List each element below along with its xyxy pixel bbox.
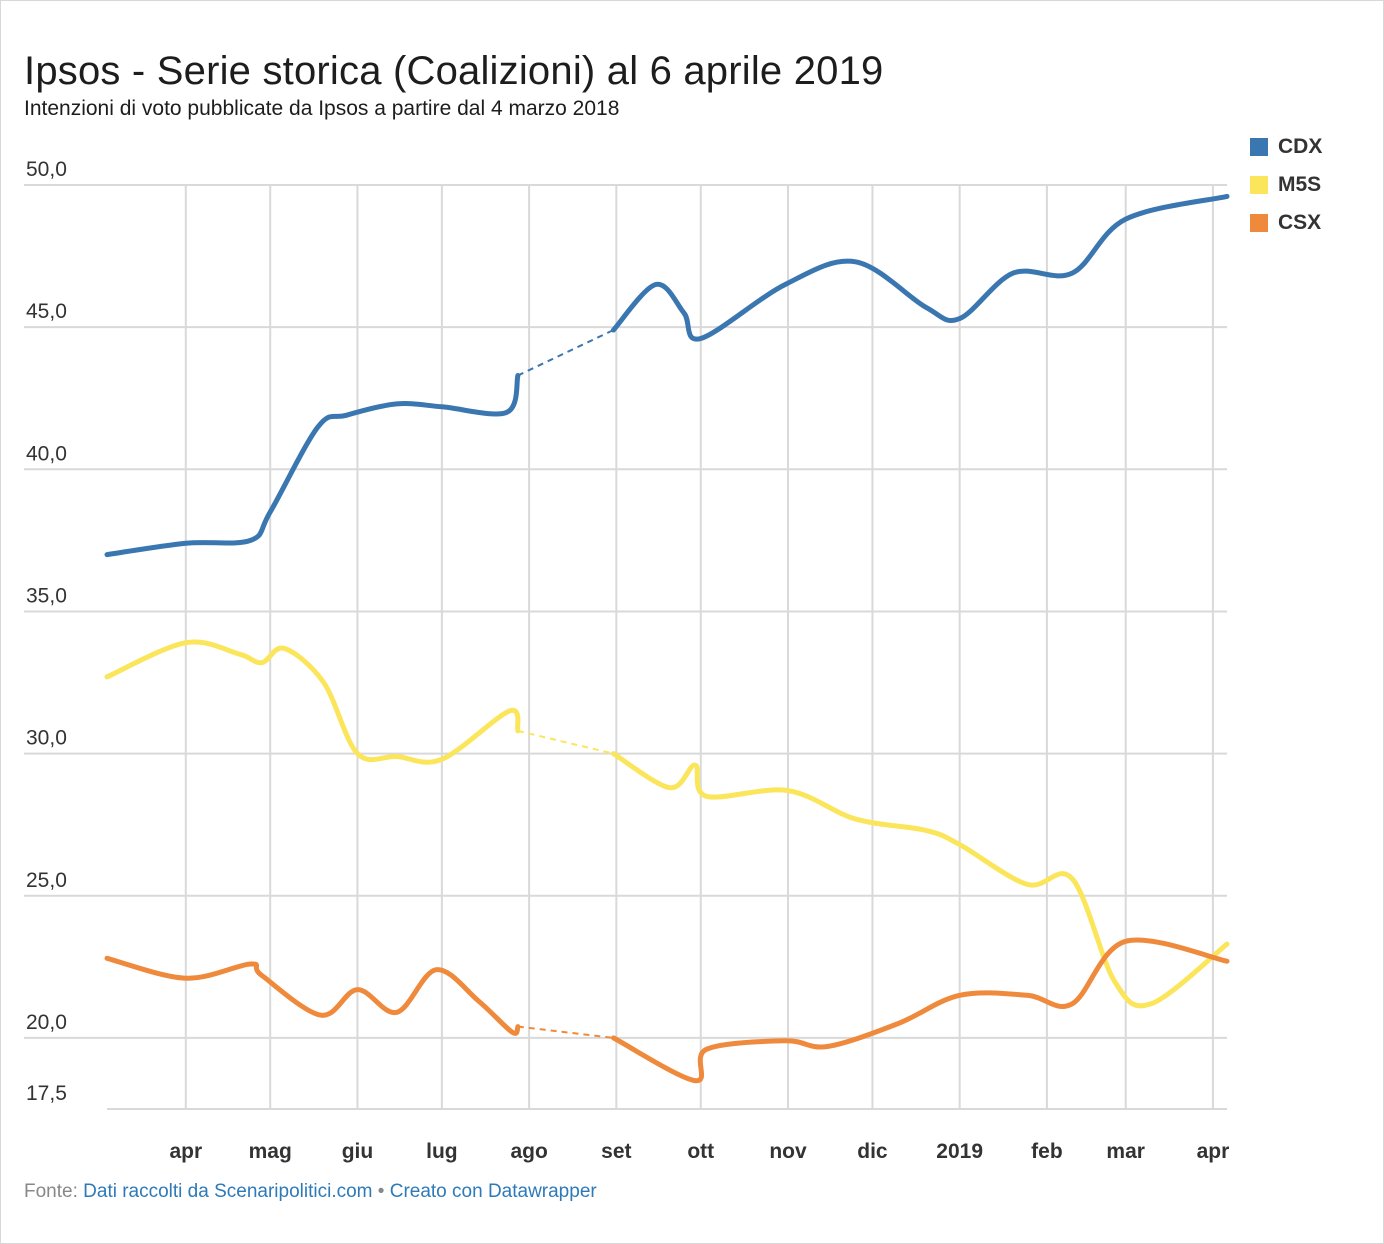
y-tick-label: 30,0 — [26, 727, 67, 750]
legend-label-csx: CSX — [1278, 211, 1322, 234]
y-tick-label: 40,0 — [26, 442, 67, 465]
series-gap-csx — [517, 1025, 614, 1039]
x-tick-label: 2019 — [936, 1140, 983, 1163]
x-tick-label: ott — [687, 1140, 714, 1163]
x-tick-label: ago — [510, 1140, 547, 1163]
x-tick-label: feb — [1031, 1140, 1063, 1163]
x-tick-label: mar — [1106, 1140, 1145, 1163]
legend-item-m5s: M5S — [1250, 166, 1322, 204]
series-line-csx-part1 — [104, 955, 521, 1036]
chart-subtitle: Intenzioni di voto pubblicate da Ipsos a… — [24, 97, 620, 120]
y-tick-label: 20,0 — [26, 1011, 67, 1034]
chart-title: Ipsos - Serie storica (Coalizioni) al 6 … — [24, 48, 884, 93]
grid-layer — [24, 184, 1227, 1110]
x-tick-label: lug — [426, 1140, 458, 1163]
y-tick-label: 35,0 — [26, 584, 67, 607]
series-gap-cdx — [517, 329, 614, 377]
series-line-csx-part2 — [611, 937, 1230, 1084]
series-line-cdx-part2 — [611, 193, 1230, 342]
x-tick-label: apr — [1197, 1140, 1230, 1163]
datawrapper-link[interactable]: Creato con Datawrapper — [389, 1181, 597, 1202]
y-tick-label: 50,0 — [26, 158, 67, 181]
legend-item-cdx: CDX — [1250, 128, 1322, 166]
series-layer — [104, 193, 1230, 1084]
chart-footer: Fonte: Dati raccolti da Scenaripolitici.… — [24, 1181, 597, 1203]
axis-labels-layer: 50,0 45,0 40,0 35,0 30,0 25,0 20,0 17,5 apr mag gi… — [26, 158, 1229, 1163]
legend-label-cdx: CDX — [1278, 135, 1323, 158]
series-gap-m5s — [517, 729, 614, 755]
series-line-cdx-part1 — [104, 373, 521, 558]
x-tick-label: giu — [342, 1140, 374, 1163]
y-tick-label: 17,5 — [26, 1082, 67, 1105]
legend: CDX M5S CSX — [1250, 128, 1322, 242]
series-line-m5s-part2 — [611, 751, 1230, 1009]
legend-swatch-cdx — [1250, 138, 1268, 156]
x-tick-label: apr — [169, 1140, 202, 1163]
y-tick-label: 25,0 — [26, 869, 67, 892]
legend-label-m5s: M5S — [1278, 173, 1322, 196]
y-tick-label: 45,0 — [26, 300, 67, 323]
legend-swatch-csx — [1250, 214, 1268, 232]
legend-swatch-m5s — [1250, 176, 1268, 194]
legend-item-csx: CSX — [1250, 204, 1322, 242]
x-tick-label: nov — [769, 1140, 807, 1163]
footer-separator: • — [377, 1181, 385, 1202]
footer-prefix: Fonte: — [24, 1181, 78, 1202]
x-tick-label: dic — [857, 1140, 888, 1163]
x-tick-label: mag — [249, 1140, 292, 1163]
series-line-m5s-part1 — [104, 639, 521, 765]
x-tick-label: set — [601, 1140, 631, 1163]
source-link[interactable]: Dati raccolti da Scenaripolitici.com — [83, 1181, 373, 1202]
